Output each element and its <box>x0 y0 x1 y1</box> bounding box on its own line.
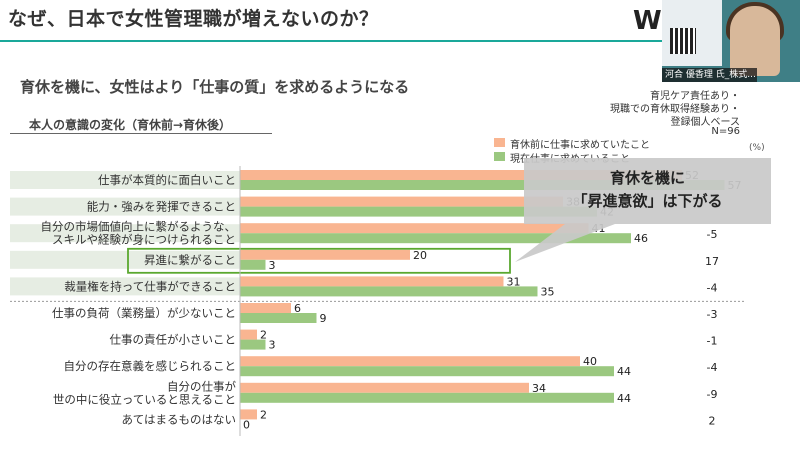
category-band <box>10 277 240 296</box>
data-label-before: 31 <box>507 275 521 288</box>
bar-before <box>240 382 529 393</box>
sample-note-line-1: 育児ケア責任あり・ <box>650 91 740 102</box>
category-label: 仕事の責任が小さいこと <box>110 333 237 347</box>
data-label-now: 44 <box>617 365 631 378</box>
webcam-background-screen <box>662 0 722 66</box>
data-label-now: 46 <box>634 232 648 245</box>
bar-before <box>240 223 589 234</box>
data-label-now: 3 <box>269 339 276 352</box>
category-band <box>10 250 240 269</box>
diff-value: -9 <box>707 388 718 401</box>
data-label-now: 9 <box>320 312 327 325</box>
category-label: 自分の市場価値向上に繋がるような、 <box>41 220 237 234</box>
category-band <box>10 171 240 189</box>
callout-line-2: 「昇進意欲」は下がる <box>572 192 723 210</box>
bar-now <box>240 233 631 244</box>
diff-value: -4 <box>707 361 718 374</box>
brand-logo: W <box>633 6 662 36</box>
qr-code-icon <box>670 28 696 54</box>
legend-label-before: 育休前に仕事に求めていたこと <box>510 140 650 151</box>
webcam-name-label: 河合 優香理 氏_株式... <box>662 68 757 82</box>
diff-value: -5 <box>707 228 718 241</box>
category-label: 自分の存在意義を感じられること <box>64 359 237 373</box>
category-label: 昇進に繋がること <box>144 253 236 267</box>
data-label-before: 6 <box>294 302 301 315</box>
callout-box <box>524 158 771 224</box>
data-label-before: 40 <box>583 355 597 368</box>
bar-now <box>240 392 614 403</box>
legend-swatch-now <box>494 152 505 161</box>
unit-label: (%) <box>749 143 765 153</box>
data-label-before: 34 <box>532 382 546 395</box>
diff-value: 17 <box>705 255 719 268</box>
page-title: なぜ、日本で女性管理職が増えないのか？ <box>8 8 379 30</box>
category-label: 仕事が本質的に面白いこと <box>98 173 236 187</box>
category-label: 能力・強みを発揮できること <box>87 200 236 214</box>
bar-before <box>240 196 563 207</box>
speaker-avatar <box>730 6 780 76</box>
legend-swatch-before <box>494 138 505 147</box>
category-label: 仕事の負荷（業務量）が少ないこと <box>52 306 236 320</box>
bar-before <box>240 276 504 287</box>
data-label-now: 0 <box>243 418 250 431</box>
highlight-box <box>127 247 511 274</box>
category-label: スキルや経験が身につけられること <box>52 233 236 247</box>
bar-now <box>240 313 317 323</box>
bar-now <box>240 206 597 217</box>
data-label-before: 2 <box>260 329 267 342</box>
sample-size-note: N=96 <box>711 126 740 137</box>
bar-before <box>240 303 291 313</box>
webcam-overlay: 河合 優香理 氏_株式... <box>662 0 800 82</box>
bar-now <box>240 259 266 270</box>
bar-before <box>240 249 410 260</box>
section-underline <box>10 133 272 134</box>
callout-line-1: 育休を機に <box>609 169 685 187</box>
diff-value: -4 <box>707 281 718 294</box>
title-underline <box>0 40 800 42</box>
category-label: 裁量権を持って仕事ができること <box>64 279 236 293</box>
category-label: あてはまるものはない <box>121 412 236 426</box>
bar-before <box>240 170 682 180</box>
category-band <box>10 197 240 216</box>
section-label: 本人の意識の変化（育休前→育休後） <box>29 118 232 132</box>
bar-now <box>240 286 538 297</box>
diff-value: -3 <box>707 308 718 321</box>
bar-now <box>240 366 614 377</box>
bar-now <box>240 180 725 190</box>
category-label: 世の中に役立っていると思えること <box>53 392 236 406</box>
bar-now <box>240 339 266 350</box>
category-band <box>10 224 240 243</box>
category-label: 自分の仕事が <box>167 379 236 393</box>
data-label-now: 35 <box>541 285 555 298</box>
data-label-before: 20 <box>413 249 427 262</box>
slide-subtitle: 育休を機に、女性はより「仕事の質」を求めるようになる <box>20 78 410 96</box>
diff-value: 2 <box>709 414 716 427</box>
sample-note-line-2: 現職での育休取得経験あり・ <box>610 104 740 115</box>
data-label-before: 2 <box>260 408 267 421</box>
bar-before <box>240 409 257 420</box>
sample-note-line-3: 登録個人ベース <box>670 117 741 128</box>
data-label-now: 44 <box>617 392 631 405</box>
diff-value: -1 <box>707 335 718 348</box>
bar-before <box>240 356 580 367</box>
bar-before <box>240 329 257 340</box>
data-label-now: 3 <box>269 259 276 272</box>
